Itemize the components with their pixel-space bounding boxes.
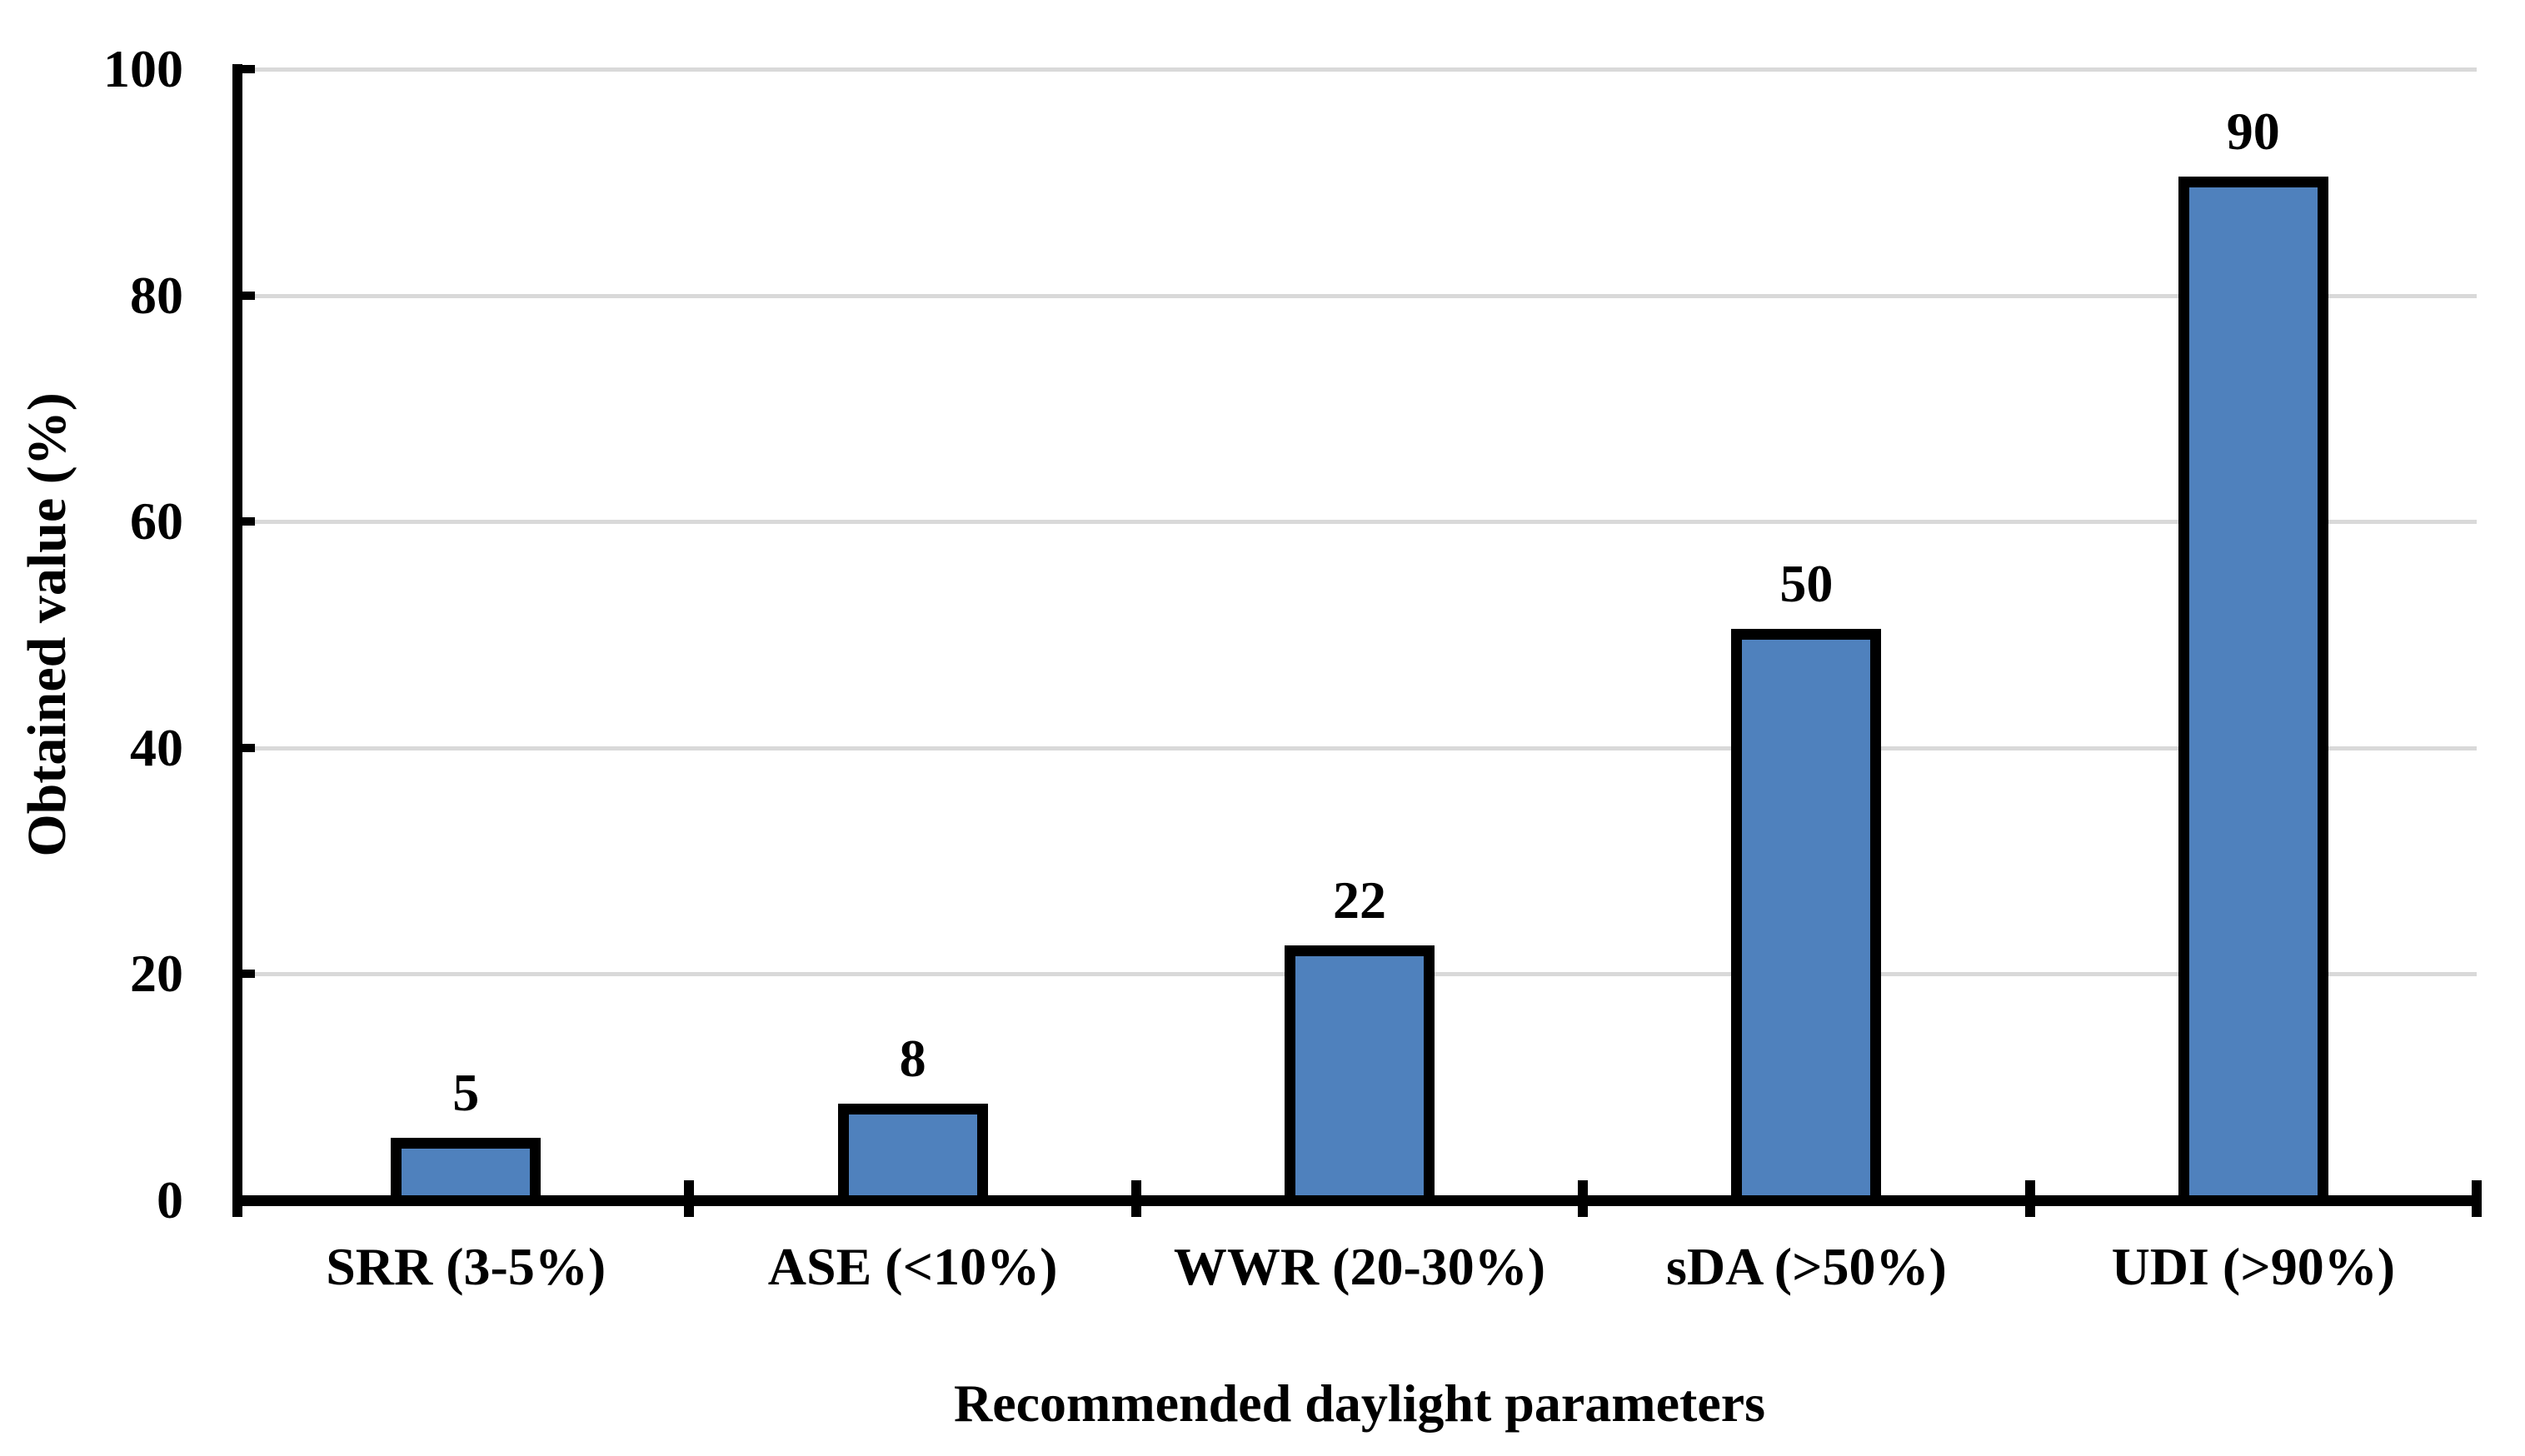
x-category-label: ASE (<10%)	[767, 1237, 1058, 1296]
x-category-label: WWR (20-30%)	[1173, 1237, 1546, 1296]
x-axis-tick	[1578, 1180, 1589, 1217]
y-axis-title: Obtained value (%)	[17, 392, 77, 857]
bar-WWR (20-30%)	[1285, 945, 1435, 1206]
x-category-label: sDA (>50%)	[1665, 1237, 1947, 1296]
bar-value-label: 90	[2226, 101, 2280, 161]
y-axis-tick	[232, 291, 255, 300]
y-tick-label: 80	[130, 265, 183, 325]
bar-value-label: 5	[452, 1063, 480, 1123]
bar-value-label: 22	[1333, 870, 1386, 930]
x-axis-line	[232, 1195, 2480, 1206]
x-axis-tick	[2472, 1180, 2482, 1217]
y-axis-tick	[232, 65, 255, 73]
bar-SRR (3-5%)	[391, 1138, 541, 1206]
gridline	[242, 745, 2477, 750]
x-axis-tick	[1130, 1180, 1141, 1217]
x-axis-tick	[2024, 1180, 2035, 1217]
y-axis-line	[232, 64, 242, 1217]
y-tick-label: 100	[103, 39, 183, 98]
y-axis-tick	[232, 517, 255, 526]
y-tick-label: 0	[157, 1170, 183, 1229]
gridline	[242, 67, 2477, 72]
bar-value-label: 50	[1779, 554, 1834, 613]
gridline	[242, 520, 2477, 525]
plot-area	[242, 67, 2477, 1206]
x-axis-title: Recommended daylight parameters	[953, 1374, 1766, 1433]
y-axis-tick	[232, 743, 255, 752]
x-category-label: SRR (3-5%)	[326, 1237, 606, 1296]
y-tick-label: 20	[130, 944, 183, 1004]
bar-value-label: 8	[899, 1029, 926, 1089]
y-axis-tick	[232, 970, 255, 979]
bar-ASE (<10%)	[837, 1104, 988, 1206]
bar-sDA (>50%)	[1731, 629, 1882, 1206]
gridline	[242, 293, 2477, 298]
y-tick-label: 60	[130, 491, 183, 551]
x-category-label: UDI (>90%)	[2111, 1237, 2396, 1296]
y-tick-label: 40	[130, 717, 183, 777]
x-axis-tick	[684, 1180, 695, 1217]
bar-UDI (>90%)	[2178, 176, 2328, 1206]
